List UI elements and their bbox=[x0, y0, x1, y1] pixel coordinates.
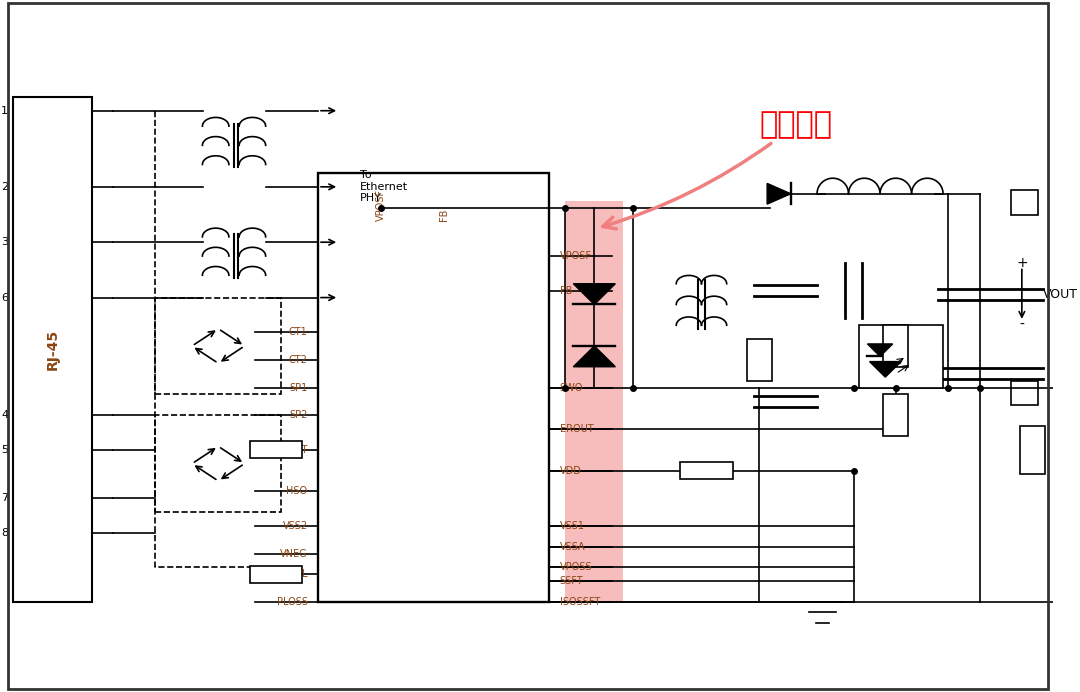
Text: 4: 4 bbox=[1, 410, 9, 420]
Text: VSSA: VSSA bbox=[559, 542, 585, 552]
Bar bbox=[883, 394, 908, 436]
Text: VPOSF: VPOSF bbox=[559, 251, 592, 261]
Bar bbox=[746, 339, 772, 381]
Polygon shape bbox=[867, 344, 893, 356]
Polygon shape bbox=[573, 346, 616, 367]
Bar bbox=[156, 298, 281, 394]
Bar bbox=[1011, 381, 1038, 405]
Text: RDET: RDET bbox=[281, 445, 308, 455]
Bar bbox=[249, 441, 302, 458]
Text: 抑制尖峰: 抑制尖峰 bbox=[603, 110, 833, 229]
Text: 8: 8 bbox=[1, 528, 9, 538]
Text: VNEG: VNEG bbox=[280, 549, 308, 558]
Text: VPOSF: VPOSF bbox=[376, 190, 386, 221]
Text: 6: 6 bbox=[1, 293, 9, 302]
Bar bbox=[859, 325, 943, 388]
Text: +: + bbox=[1016, 256, 1028, 270]
Text: FB: FB bbox=[559, 286, 572, 295]
Text: VSS1: VSS1 bbox=[559, 521, 584, 531]
Text: SP2: SP2 bbox=[289, 410, 308, 420]
Text: RJ-45: RJ-45 bbox=[45, 329, 59, 370]
Text: 5: 5 bbox=[1, 445, 9, 455]
Text: VDD: VDD bbox=[559, 466, 581, 475]
Text: ISOSSFT: ISOSSFT bbox=[559, 597, 599, 607]
Bar bbox=[13, 97, 92, 602]
Bar bbox=[1020, 426, 1045, 474]
Text: HSO: HSO bbox=[286, 486, 308, 496]
Bar bbox=[883, 325, 908, 367]
Polygon shape bbox=[869, 361, 901, 377]
Bar bbox=[319, 173, 549, 602]
Bar bbox=[249, 566, 302, 583]
Bar bbox=[680, 462, 733, 479]
Text: CT1: CT1 bbox=[288, 327, 308, 337]
Text: CT2: CT2 bbox=[288, 355, 308, 365]
Text: -: - bbox=[1020, 318, 1024, 332]
Polygon shape bbox=[767, 183, 791, 204]
Bar bbox=[565, 201, 623, 602]
Text: EROUT: EROUT bbox=[559, 424, 593, 434]
Text: 1: 1 bbox=[1, 106, 9, 116]
Text: 3: 3 bbox=[1, 237, 9, 247]
Text: SP1: SP1 bbox=[289, 383, 308, 392]
Text: VSS2: VSS2 bbox=[283, 521, 308, 531]
Text: VOUT: VOUT bbox=[1043, 288, 1078, 300]
Text: FB: FB bbox=[440, 209, 449, 221]
Text: SSFT: SSFT bbox=[559, 576, 583, 586]
Text: VPOSS: VPOSS bbox=[559, 563, 592, 572]
Text: To
Ethernet
PHY: To Ethernet PHY bbox=[360, 170, 408, 203]
Text: 7: 7 bbox=[1, 493, 9, 503]
Text: SWO: SWO bbox=[559, 383, 583, 392]
Text: 2: 2 bbox=[1, 182, 9, 192]
Text: PLOSS: PLOSS bbox=[276, 597, 308, 607]
Polygon shape bbox=[573, 284, 616, 304]
Bar bbox=[156, 415, 281, 512]
Bar bbox=[1011, 190, 1038, 215]
Text: RCL: RCL bbox=[289, 570, 308, 579]
